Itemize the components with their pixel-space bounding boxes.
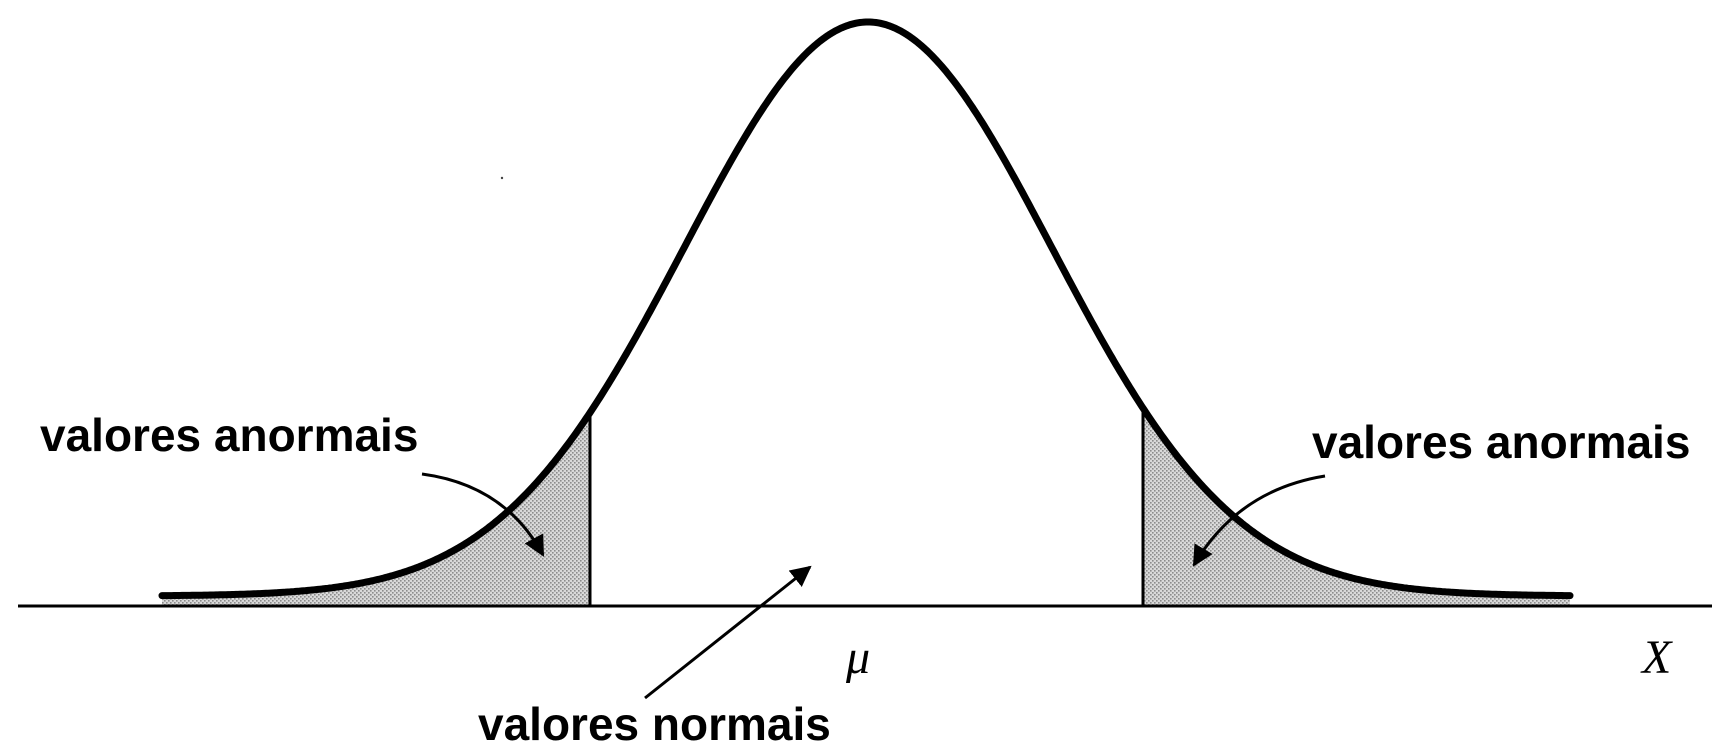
mean-symbol: μ bbox=[845, 631, 870, 684]
right-tail-arrow bbox=[1192, 474, 1326, 567]
left-tail-label: valores anormais bbox=[40, 409, 418, 461]
right-tail-shaded-region bbox=[1143, 408, 1570, 606]
right-tail-label: valores anormais bbox=[1312, 416, 1690, 468]
bell-curve bbox=[158, 18, 1574, 600]
x-axis-variable: X bbox=[1640, 631, 1673, 684]
center-arrow bbox=[644, 565, 812, 700]
left-tail-arrow bbox=[421, 472, 545, 557]
center-label: valores normais bbox=[478, 698, 831, 750]
left-tail-shaded-region bbox=[162, 412, 590, 606]
scan-speck bbox=[500, 176, 504, 180]
